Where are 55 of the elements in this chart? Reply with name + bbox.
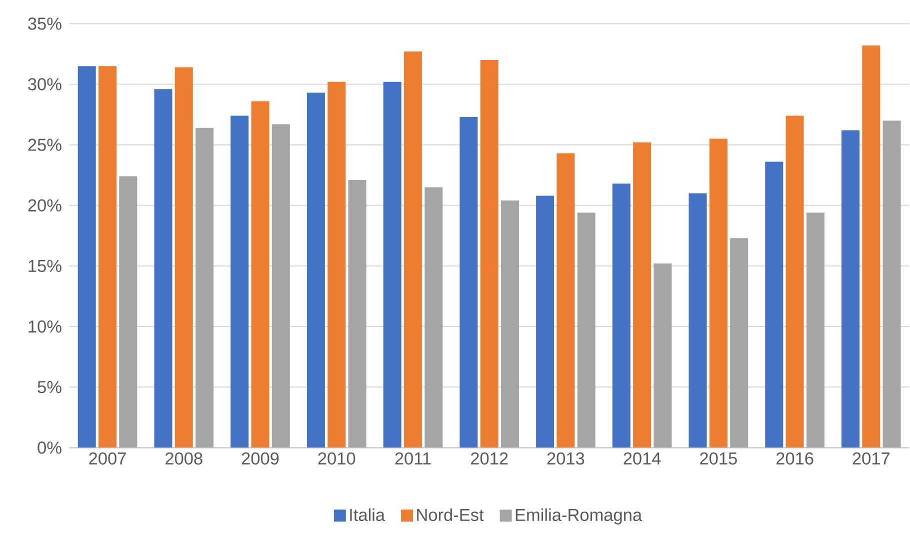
bar [424,187,443,448]
bar [709,138,728,448]
bar [654,264,672,448]
bar [174,67,193,448]
bar [306,92,325,448]
legend-label: Italia [350,508,386,522]
y-tick-label: 0% [38,442,62,454]
bar [119,176,138,448]
x-tick-label: 2007 [89,452,126,465]
y-tick-label: 30% [28,78,62,90]
bar [862,45,880,448]
bar [612,184,630,448]
x-tick-label: 2008 [166,452,202,465]
x-tick-label: 2011 [395,452,431,465]
x-tick-label: 2010 [318,452,356,465]
y-tick-label: 20% [28,199,62,212]
y-tick-label: 10% [28,320,62,333]
bar [500,200,519,448]
x-tick-label: 2015 [700,452,737,465]
bar [730,238,748,448]
x-tick-label: 2012 [471,452,508,465]
bar [348,180,366,448]
x-tick-label: 2017 [852,452,890,465]
bar [404,52,422,448]
y-tick-label: 35% [28,18,62,30]
bar [806,212,824,448]
bar [154,89,172,448]
bar [556,153,575,448]
bar [78,66,96,448]
bar [460,116,478,448]
x-tick-label: 2016 [776,452,814,465]
bar [577,212,596,448]
bar [765,162,784,448]
bar [272,124,290,448]
bar [230,116,249,448]
bar [786,116,804,448]
x-tick-label: 2013 [547,452,584,465]
bar [383,82,402,448]
bar [882,120,901,448]
y-tick-label: 15% [28,260,62,272]
legend-label: Nord-Est [417,508,484,522]
bar [842,130,860,448]
bar [536,196,554,448]
bar [196,128,214,448]
bar [480,60,498,448]
x-tick-label: 2009 [242,452,279,465]
bar [251,101,270,448]
x-tick-label: 2014 [624,452,661,465]
legend-label: Emilia-Romagna [516,508,642,524]
bar [328,82,346,448]
y-tick-label: 5% [38,381,62,394]
bar [633,142,652,448]
y-tick-label: 25% [28,138,62,151]
bar [688,193,707,448]
bar [98,66,117,448]
